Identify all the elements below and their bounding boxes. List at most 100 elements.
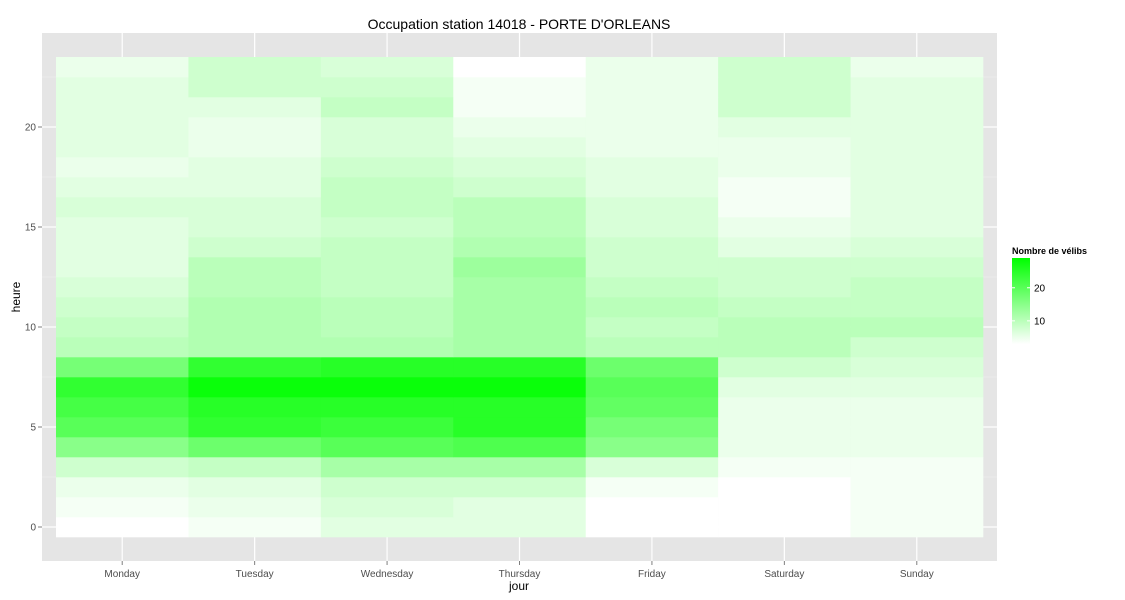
- heatmap-cell: [453, 237, 587, 258]
- heatmap-cell: [320, 417, 454, 438]
- heatmap-cell: [56, 477, 189, 498]
- heatmap-cell: [718, 157, 851, 178]
- heatmap-cell: [453, 137, 587, 158]
- heatmap-cell: [320, 97, 454, 118]
- heatmap-cell: [718, 197, 851, 218]
- heatmap-cell: [320, 377, 454, 398]
- heatmap-cell: [850, 337, 984, 358]
- heatmap-cell: [453, 157, 587, 178]
- heatmap-cell: [585, 357, 719, 378]
- heatmap-cell: [718, 397, 851, 418]
- heatmap-cell: [188, 277, 322, 298]
- heatmap-cell: [56, 237, 189, 258]
- heatmap-cell: [850, 297, 984, 318]
- heatmap-cell: [453, 197, 587, 218]
- chart-title: Occupation station 14018 - PORTE D'ORLEA…: [368, 16, 671, 32]
- heatmap-cell: [585, 497, 719, 518]
- heatmap-cell: [453, 217, 587, 238]
- x-tick-label: Sunday: [900, 569, 934, 580]
- heatmap-cell: [850, 57, 984, 78]
- heatmap-cell: [585, 417, 719, 438]
- heatmap-cell: [585, 277, 719, 298]
- heatmap-cell: [188, 497, 322, 518]
- heatmap-cell: [56, 177, 189, 198]
- heatmap-cell: [56, 217, 189, 238]
- heatmap-cell: [453, 317, 587, 338]
- heatmap-cell: [850, 197, 984, 218]
- heatmap-cell: [718, 77, 851, 98]
- heatmap-cell: [585, 57, 719, 78]
- heatmap-cell: [718, 477, 851, 498]
- heatmap-cell: [453, 277, 587, 298]
- x-tick-label: Wednesday: [361, 569, 414, 580]
- heatmap-cell: [188, 137, 322, 158]
- heatmap-cell: [56, 357, 189, 378]
- heatmap-cell: [320, 57, 454, 78]
- heatmap-cell: [718, 377, 851, 398]
- y-tick-label: 10: [25, 323, 37, 334]
- heatmap-cell: [850, 177, 984, 198]
- heatmap-cell: [718, 117, 851, 138]
- heatmap-cell: [188, 117, 322, 138]
- heatmap-cell: [718, 437, 851, 458]
- heatmap-cell: [188, 257, 322, 278]
- heatmap-cell: [188, 357, 322, 378]
- heatmap-cell: [188, 57, 322, 78]
- x-axis: Monday Tuesday Wednesday Thursday Friday Satu…: [104, 561, 934, 580]
- heatmap-cell: [453, 397, 587, 418]
- heatmap-cell: [850, 357, 984, 378]
- heatmap-cell: [453, 297, 587, 318]
- heatmap-cell: [56, 417, 189, 438]
- heatmap-cell: [453, 177, 587, 198]
- heatmap-cell: [188, 157, 322, 178]
- legend-tick-label: 20: [1034, 283, 1046, 294]
- heatmap-cell: [188, 477, 322, 498]
- y-tick-label: 5: [30, 423, 36, 434]
- heatmap-cell: [56, 397, 189, 418]
- heatmap-cell: [320, 157, 454, 178]
- heatmap-cell: [320, 77, 454, 98]
- heatmap-cell: [56, 497, 189, 518]
- heatmap-cell: [320, 257, 454, 278]
- heatmap-cell: [320, 137, 454, 158]
- heatmap-cell: [718, 417, 851, 438]
- x-tick-label: Saturday: [764, 569, 804, 580]
- y-tick-label: 0: [30, 523, 36, 534]
- legend-tick-label: 10: [1034, 316, 1046, 327]
- heatmap-cell: [718, 317, 851, 338]
- heatmap-cell: [320, 217, 454, 238]
- heatmap-cell: [188, 457, 322, 478]
- heatmap-cell: [718, 137, 851, 158]
- x-tick-label: Friday: [638, 569, 666, 580]
- heatmap-cell: [453, 337, 587, 358]
- heatmap-cell: [320, 397, 454, 418]
- heatmap-cell: [850, 377, 984, 398]
- heatmap-cell: [320, 477, 454, 498]
- heatmap-cell: [585, 457, 719, 478]
- heatmap-cell: [850, 497, 984, 518]
- heatmap-cell: [718, 297, 851, 318]
- heatmap-cell: [188, 317, 322, 338]
- heatmap-cell: [850, 257, 984, 278]
- heatmap-cell: [453, 77, 587, 98]
- heatmap-cell: [850, 397, 984, 418]
- heatmap-cell: [585, 477, 719, 498]
- heatmap-cell: [453, 457, 587, 478]
- heatmap-cell: [850, 277, 984, 298]
- heatmap-cell: [188, 77, 322, 98]
- heatmap-cell: [850, 477, 984, 498]
- heatmap-cell: [850, 417, 984, 438]
- heatmap-cell: [56, 137, 189, 158]
- heatmap-cell: [850, 137, 984, 158]
- heatmap-cell: [585, 177, 719, 198]
- heatmap-cell: [585, 377, 719, 398]
- heatmap-cell: [56, 57, 189, 78]
- y-axis: 0 5 10 15 20: [25, 123, 42, 534]
- x-tick-label: Monday: [104, 569, 140, 580]
- heatmap-cell: [585, 257, 719, 278]
- heatmap-cell: [320, 277, 454, 298]
- heatmap-cell: [56, 77, 189, 98]
- heatmap-cell: [850, 217, 984, 238]
- heatmap-cell: [188, 397, 322, 418]
